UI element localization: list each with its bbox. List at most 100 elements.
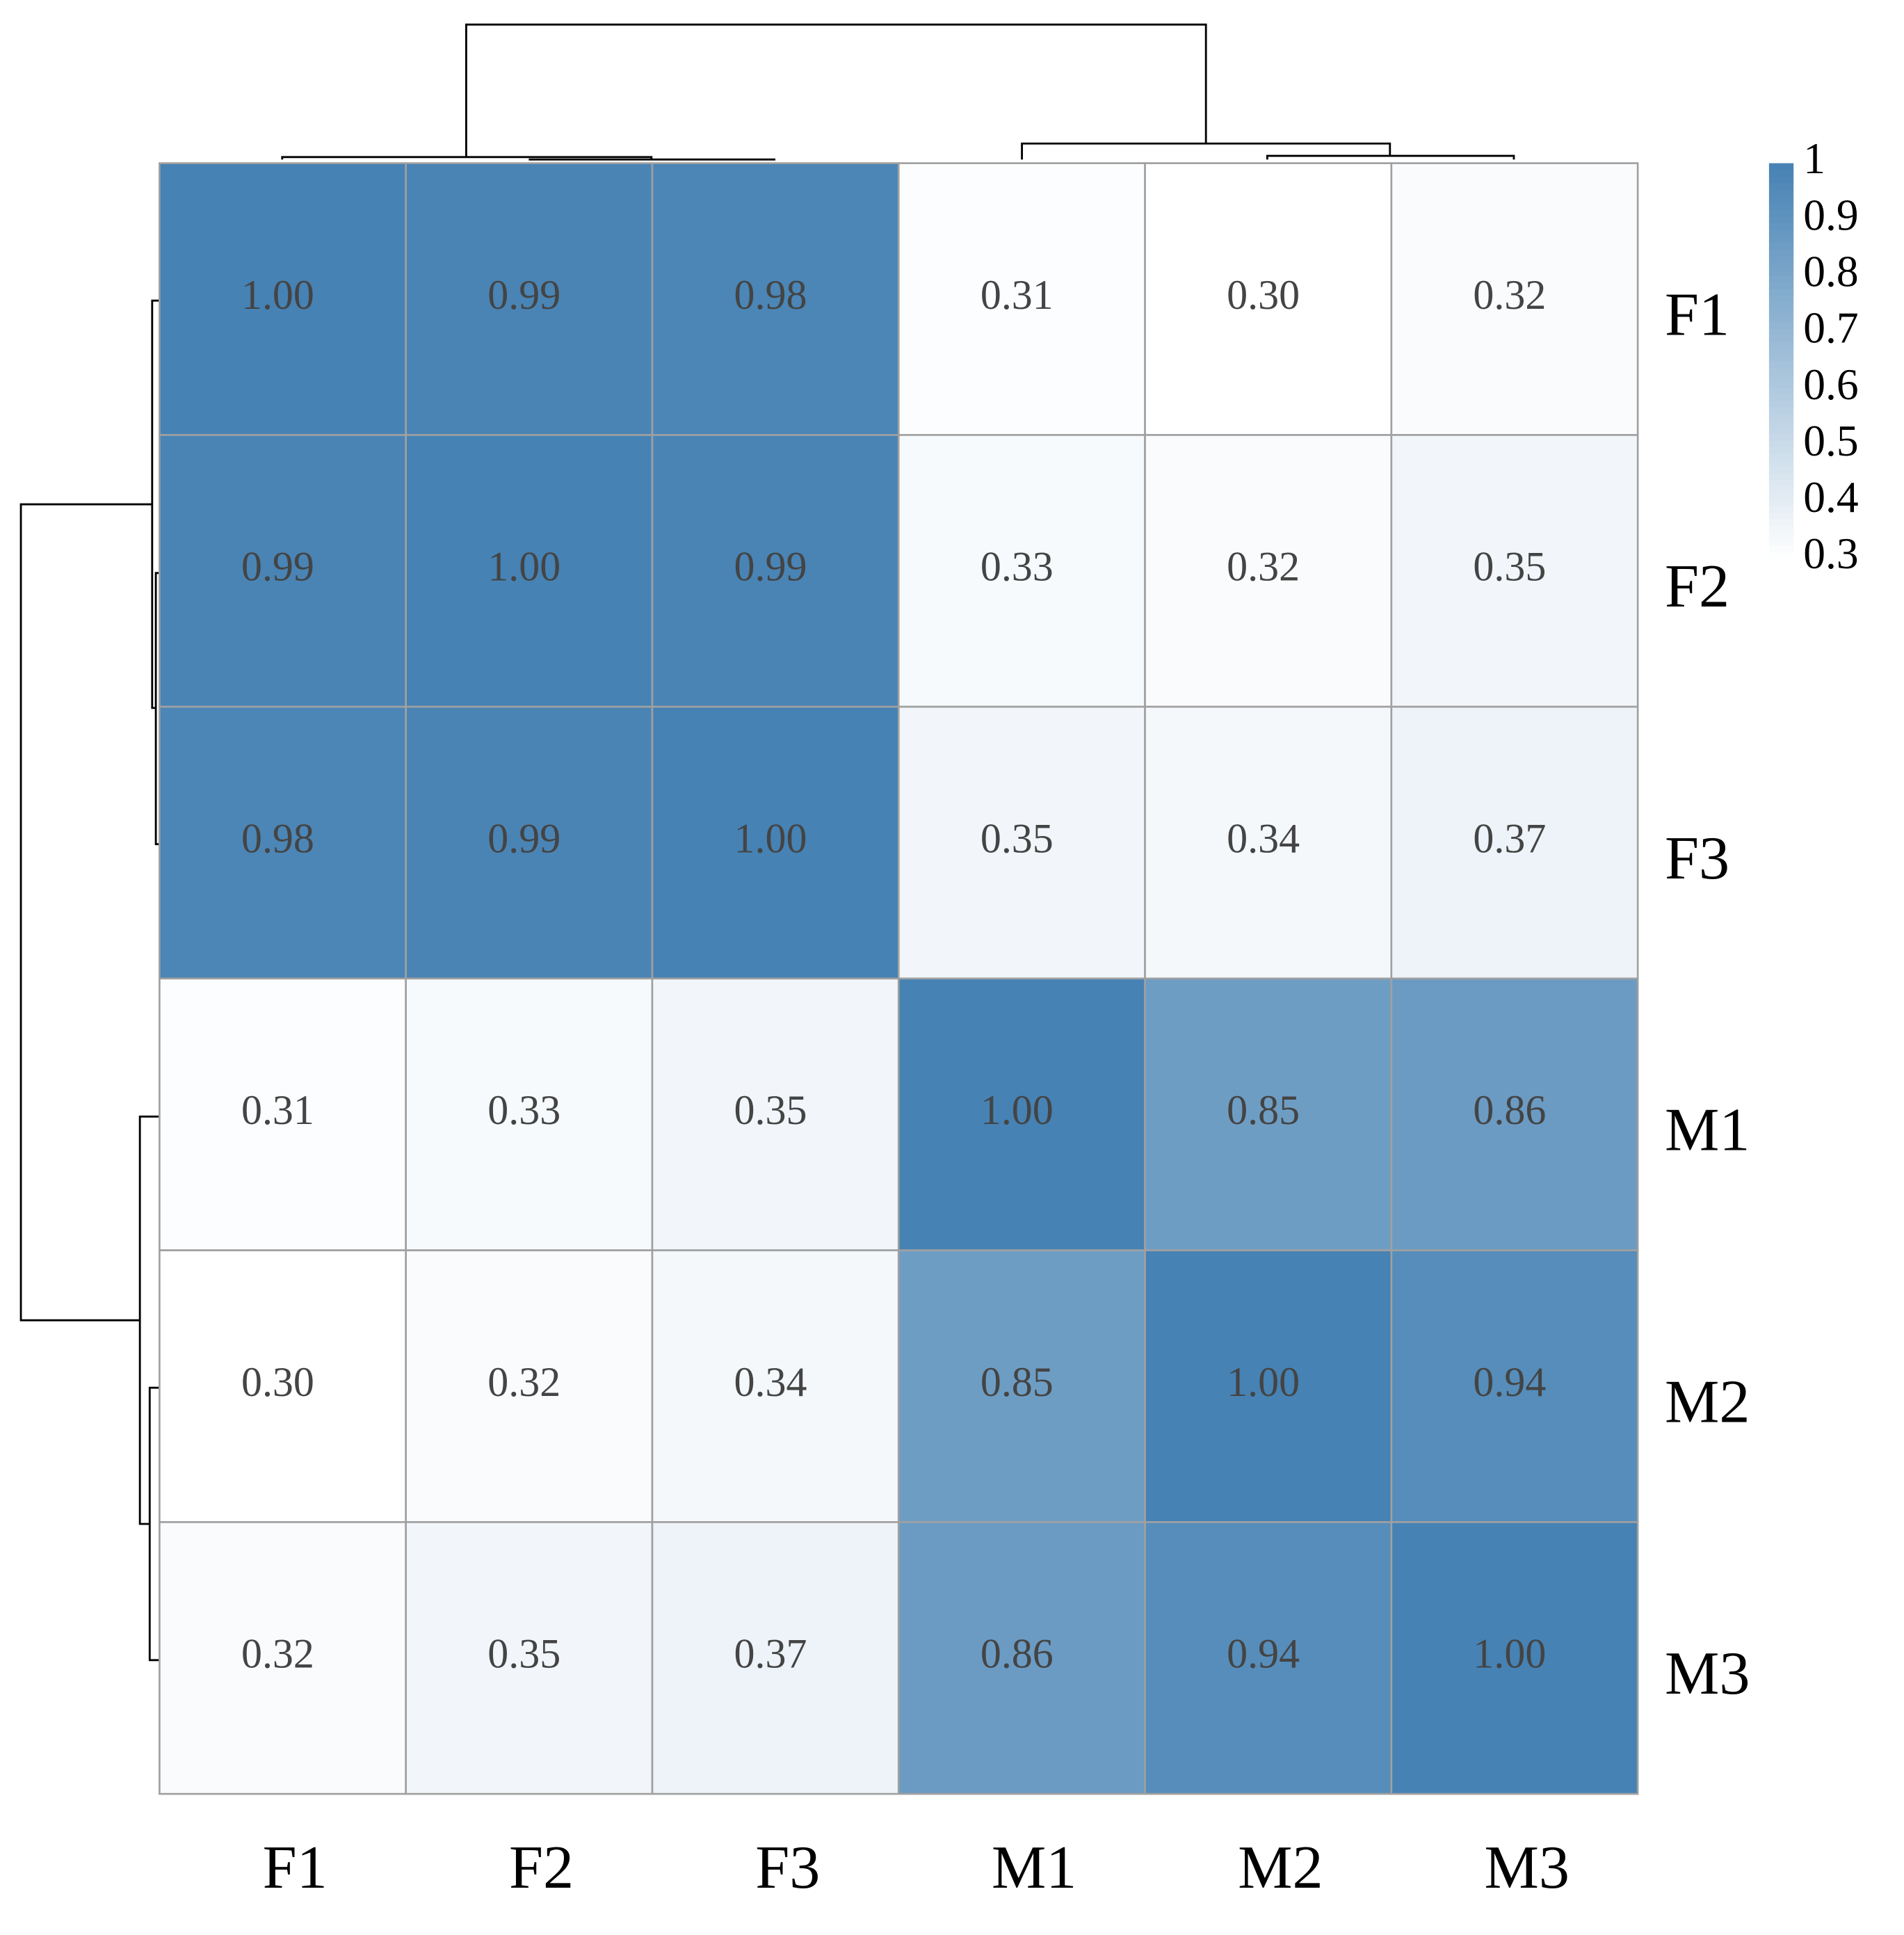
colorbar-segment xyxy=(1768,170,1794,177)
colorbar-segment xyxy=(1768,235,1794,243)
cell xyxy=(651,705,900,980)
cell-label: 1.00 xyxy=(241,272,314,318)
cell xyxy=(1144,977,1393,1251)
colorbar-segment xyxy=(1768,393,1794,401)
colorbar-segment xyxy=(1768,314,1794,322)
cell-label: 1.00 xyxy=(1227,1359,1300,1405)
cell-label: 0.37 xyxy=(1473,815,1546,861)
colorbar-segment xyxy=(1768,466,1794,474)
colorbar-segment xyxy=(1768,360,1794,368)
colorbar-tick-label: 0.7 xyxy=(1803,303,1858,353)
cell xyxy=(897,977,1146,1251)
cell xyxy=(1144,162,1393,436)
cell xyxy=(651,1249,900,1523)
cell-label: 0.94 xyxy=(1227,1631,1300,1677)
colorbar-segment xyxy=(1768,479,1794,487)
colorbar-segment xyxy=(1768,531,1794,540)
cell-label: 0.99 xyxy=(241,544,314,590)
cell xyxy=(651,977,900,1251)
column-label: F3 xyxy=(755,1833,820,1902)
colorbar-segment xyxy=(1768,347,1794,355)
cell-label: 0.86 xyxy=(1473,1087,1546,1133)
colorbar-segment xyxy=(1768,505,1794,513)
colorbar-segment xyxy=(1768,209,1794,217)
cell-label: 0.99 xyxy=(487,815,560,861)
cell-label: 0.99 xyxy=(734,544,807,590)
colorbar-segment xyxy=(1768,446,1794,454)
cell-label: 0.33 xyxy=(981,544,1054,590)
cell xyxy=(159,705,408,980)
cell xyxy=(159,977,408,1251)
colorbar-segment xyxy=(1768,176,1794,184)
cell-label: 0.33 xyxy=(487,1087,560,1133)
colorbar-segment xyxy=(1768,202,1794,210)
colorbar-segment xyxy=(1768,189,1794,197)
colorbar-segment xyxy=(1768,440,1794,447)
colorbar-segment xyxy=(1768,367,1794,375)
cell xyxy=(159,162,408,436)
colorbar-segment xyxy=(1768,294,1794,303)
cell xyxy=(897,705,1146,980)
colorbar-segment xyxy=(1768,229,1794,236)
colorbar-segment xyxy=(1768,387,1794,394)
cell xyxy=(405,434,654,708)
colorbar-segment xyxy=(1768,268,1794,276)
column-dendrogram xyxy=(281,23,1515,161)
colorbar-segment xyxy=(1768,321,1794,329)
colorbar-segment xyxy=(1768,262,1794,269)
colorbar-segment xyxy=(1768,374,1794,381)
cell-label: 0.32 xyxy=(1473,272,1546,318)
colorbar-segment xyxy=(1768,552,1794,559)
colorbar-tick-label: 0.4 xyxy=(1803,472,1858,522)
colorbar-tick-label: 0.3 xyxy=(1803,529,1858,578)
colorbar-segment xyxy=(1768,275,1794,282)
cell xyxy=(897,434,1146,708)
colorbar-tick-label: 0.6 xyxy=(1803,360,1858,409)
cell xyxy=(897,162,1146,436)
column-label: M2 xyxy=(1238,1833,1323,1902)
row-label: M3 xyxy=(1665,1639,1750,1708)
colorbar-segment xyxy=(1768,413,1794,421)
cell xyxy=(1390,705,1639,980)
cell xyxy=(405,162,654,436)
cell xyxy=(405,705,654,980)
colorbar-segment xyxy=(1768,248,1794,257)
colorbar-segment xyxy=(1768,406,1794,415)
colorbar-segment xyxy=(1768,163,1794,170)
row-label: M1 xyxy=(1665,1096,1750,1164)
cell-label: 0.30 xyxy=(241,1359,314,1405)
cell xyxy=(897,1249,1146,1523)
cell-label: 0.35 xyxy=(981,815,1054,861)
cell-label: 0.35 xyxy=(1473,544,1546,590)
cell xyxy=(159,1521,408,1795)
colorbar-segment xyxy=(1768,518,1794,527)
colorbar-segment xyxy=(1768,485,1794,493)
cell xyxy=(1390,162,1639,436)
cell xyxy=(651,162,900,436)
colorbar-segment xyxy=(1768,282,1794,289)
cell-label: 0.35 xyxy=(487,1631,560,1677)
cell xyxy=(1390,1521,1639,1795)
colorbar-segment xyxy=(1768,426,1794,434)
colorbar-segment xyxy=(1768,459,1794,467)
row-dendrogram xyxy=(19,299,160,1662)
cell-label: 0.85 xyxy=(1227,1087,1300,1133)
colorbar-segment xyxy=(1768,538,1794,546)
cell-label: 0.34 xyxy=(1227,815,1300,861)
cell-label: 0.30 xyxy=(1227,272,1300,318)
cell-label: 1.00 xyxy=(734,815,807,861)
colorbar-segment xyxy=(1768,400,1794,408)
cell-label: 1.00 xyxy=(1473,1631,1546,1677)
colorbar-tick-label: 1 xyxy=(1803,134,1825,183)
cell-label: 0.94 xyxy=(1473,1359,1546,1405)
cell xyxy=(897,1521,1146,1795)
row-label: F1 xyxy=(1665,280,1729,348)
colorbar-segment xyxy=(1768,525,1794,533)
cell xyxy=(1390,1249,1639,1523)
column-label: F2 xyxy=(509,1833,574,1902)
cell xyxy=(1390,977,1639,1251)
colorbar-segment xyxy=(1768,328,1794,335)
cell xyxy=(1390,434,1639,708)
colorbar-segment xyxy=(1768,492,1794,500)
